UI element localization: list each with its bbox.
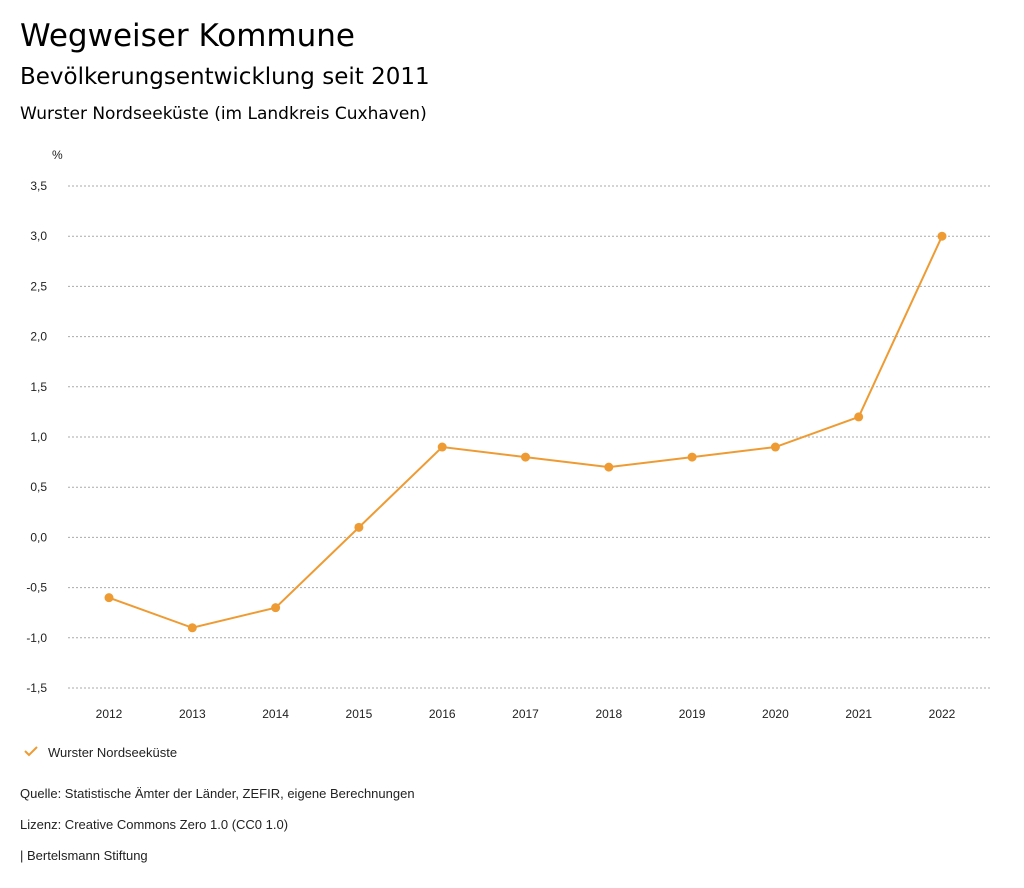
y-axis-unit: % xyxy=(52,148,63,162)
data-point xyxy=(521,452,530,462)
legend-item[interactable]: Wurster Nordseeküste xyxy=(24,745,177,760)
x-tick-label: 2013 xyxy=(179,707,206,721)
y-tick-label: 1,5 xyxy=(30,380,47,394)
series-line xyxy=(108,235,943,629)
region-label: Wurster Nordseeküste (im Landkreis Cuxha… xyxy=(20,104,427,124)
data-point xyxy=(854,412,864,422)
chart-subtitle: Bevölkerungsentwicklung seit 2011 xyxy=(20,64,430,90)
data-point xyxy=(937,231,947,241)
line-chart: % 3,5 3,0 2,5 2,0 1,5 1,0 0,5 0,0 -0,5 -1,0 -1,5 20… xyxy=(26,148,990,721)
y-tick-label: 1,0 xyxy=(30,430,47,444)
publisher-text: | Bertelsmann Stiftung xyxy=(20,848,148,863)
data-point xyxy=(687,452,697,462)
y-tick-label: -0,5 xyxy=(26,581,47,595)
y-tick-label: 0,5 xyxy=(30,480,47,494)
checkmark-icon xyxy=(24,745,38,760)
x-tick-label: 2014 xyxy=(262,707,289,721)
y-tick-label: 2,0 xyxy=(30,330,47,344)
x-tick-label: 2018 xyxy=(595,707,622,721)
x-tick-label: 2022 xyxy=(929,707,956,721)
x-tick-label: 2021 xyxy=(845,707,872,721)
data-point xyxy=(604,462,614,472)
y-tick-label: 3,0 xyxy=(30,229,47,243)
data-point xyxy=(187,623,197,633)
x-tick-label: 2016 xyxy=(429,707,456,721)
x-tick-label: 2017 xyxy=(512,707,539,721)
data-point xyxy=(437,442,447,452)
x-tick-label: 2019 xyxy=(679,707,706,721)
x-tick-label: 2012 xyxy=(96,707,123,721)
y-tick-label: -1,0 xyxy=(26,631,47,645)
y-tick-label: 0,0 xyxy=(30,530,47,544)
x-tick-label: 2015 xyxy=(346,707,373,721)
data-point xyxy=(271,603,281,613)
y-tick-label: -1,5 xyxy=(26,681,47,695)
data-point xyxy=(354,522,364,532)
y-tick-label: 2,5 xyxy=(30,279,47,293)
source-text: Quelle: Statistische Ämter der Länder, Z… xyxy=(20,786,415,801)
data-point xyxy=(770,442,780,452)
license-text: Lizenz: Creative Commons Zero 1.0 (CC0 1… xyxy=(20,817,289,832)
data-point xyxy=(104,593,114,603)
x-tick-label: 2020 xyxy=(762,707,789,721)
page-title: Wegweiser Kommune xyxy=(20,18,355,54)
y-tick-label: 3,5 xyxy=(30,179,47,193)
legend-label: Wurster Nordseeküste xyxy=(48,745,178,760)
